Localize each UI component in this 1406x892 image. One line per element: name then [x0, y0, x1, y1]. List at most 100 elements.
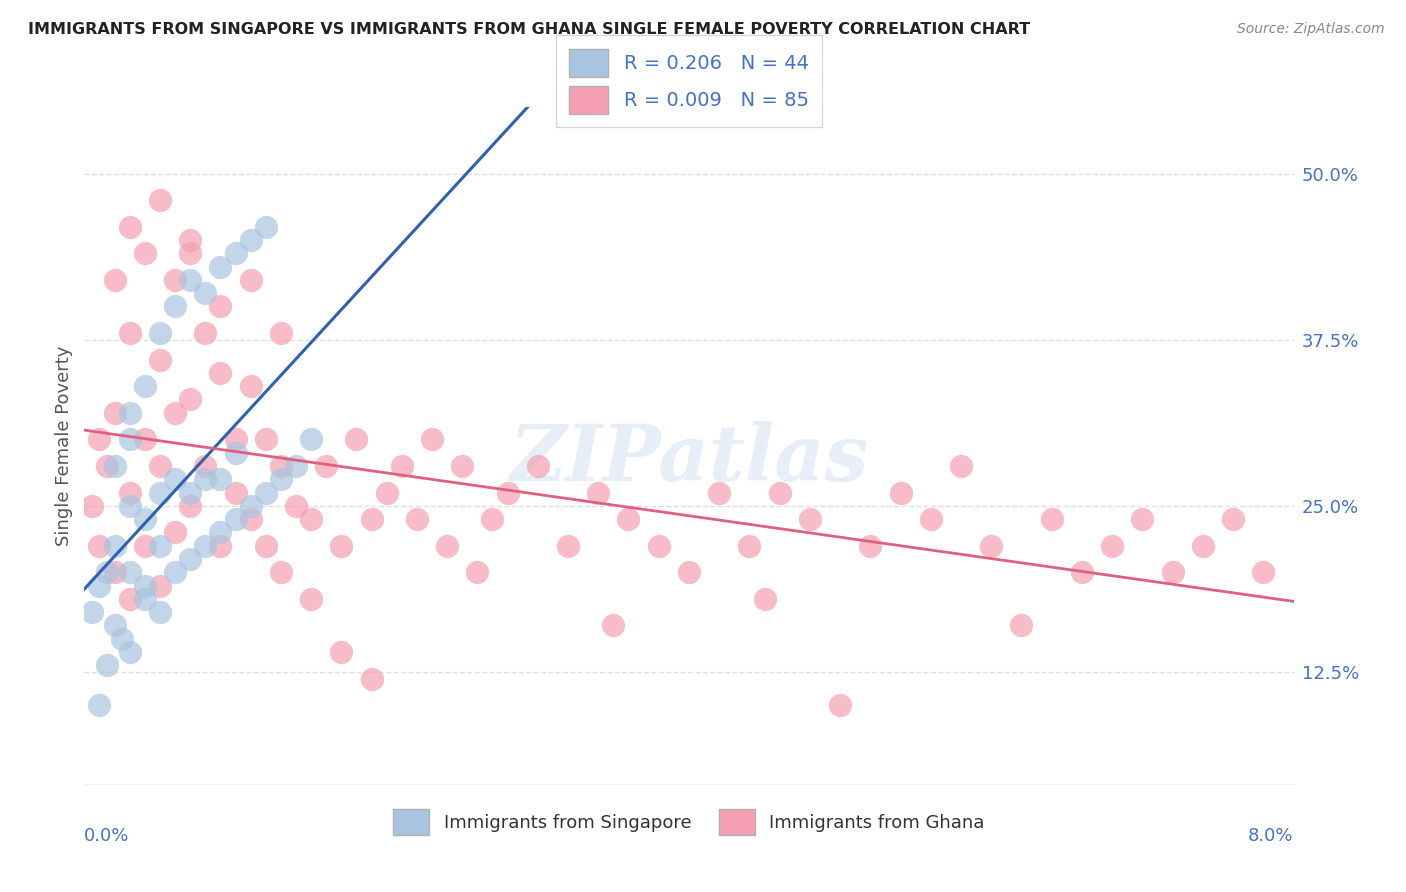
Point: [239, 379, 262, 393]
Point: [165, 406, 187, 420]
Point: [225, 433, 247, 447]
Point: [118, 566, 141, 580]
Point: [254, 219, 277, 234]
Point: [149, 539, 172, 553]
Point: [602, 618, 624, 632]
Point: [179, 499, 201, 513]
Point: [1011, 618, 1033, 632]
Point: [285, 499, 308, 513]
Point: [165, 273, 187, 287]
Point: [179, 246, 201, 260]
Point: [194, 539, 217, 553]
Point: [406, 512, 429, 526]
Point: [134, 246, 156, 260]
Point: [1101, 539, 1123, 553]
Point: [1222, 512, 1244, 526]
Point: [194, 286, 217, 301]
Point: [149, 458, 172, 473]
Point: [467, 566, 489, 580]
Point: [165, 525, 187, 540]
Point: [165, 472, 187, 486]
Point: [209, 260, 232, 274]
Point: [239, 273, 262, 287]
Point: [89, 539, 111, 553]
Point: [209, 300, 232, 314]
Point: [149, 193, 172, 207]
Point: [134, 591, 156, 606]
Point: [859, 539, 882, 553]
Point: [436, 539, 458, 553]
Point: [111, 632, 134, 646]
Point: [980, 539, 1002, 553]
Point: [890, 485, 912, 500]
Point: [239, 499, 262, 513]
Point: [1253, 566, 1275, 580]
Point: [89, 698, 111, 713]
Point: [360, 512, 382, 526]
Point: [225, 512, 247, 526]
Point: [346, 433, 368, 447]
Point: [118, 485, 141, 500]
Y-axis label: Single Female Poverty: Single Female Poverty: [55, 346, 73, 546]
Point: [527, 458, 550, 473]
Point: [588, 485, 610, 500]
Point: [225, 246, 247, 260]
Point: [165, 300, 187, 314]
Text: 0.0%: 0.0%: [84, 827, 129, 845]
Point: [118, 499, 141, 513]
Text: IMMIGRANTS FROM SINGAPORE VS IMMIGRANTS FROM GHANA SINGLE FEMALE POVERTY CORRELA: IMMIGRANTS FROM SINGAPORE VS IMMIGRANTS …: [28, 22, 1031, 37]
Point: [118, 645, 141, 659]
Point: [375, 485, 398, 500]
Point: [391, 458, 413, 473]
Point: [104, 406, 127, 420]
Point: [330, 539, 353, 553]
Point: [557, 539, 579, 553]
Text: Source: ZipAtlas.com: Source: ZipAtlas.com: [1237, 22, 1385, 37]
Point: [96, 658, 118, 673]
Point: [270, 566, 292, 580]
Point: [80, 499, 103, 513]
Point: [830, 698, 852, 713]
Point: [118, 433, 141, 447]
Point: [209, 472, 232, 486]
Point: [194, 326, 217, 340]
Point: [799, 512, 821, 526]
Text: 8.0%: 8.0%: [1249, 827, 1294, 845]
Point: [134, 433, 156, 447]
Point: [134, 512, 156, 526]
Point: [118, 406, 141, 420]
Point: [134, 379, 156, 393]
Point: [225, 485, 247, 500]
Point: [209, 539, 232, 553]
Point: [165, 566, 187, 580]
Point: [89, 433, 111, 447]
Point: [96, 566, 118, 580]
Point: [104, 566, 127, 580]
Point: [617, 512, 640, 526]
Point: [270, 326, 292, 340]
Point: [1071, 566, 1094, 580]
Point: [754, 591, 776, 606]
Point: [179, 233, 201, 247]
Point: [134, 539, 156, 553]
Point: [134, 578, 156, 592]
Point: [239, 512, 262, 526]
Point: [104, 618, 127, 632]
Point: [80, 605, 103, 619]
Point: [496, 485, 519, 500]
Point: [209, 366, 232, 380]
Point: [118, 326, 141, 340]
Point: [89, 578, 111, 592]
Point: [254, 433, 277, 447]
Point: [104, 539, 127, 553]
Point: [1040, 512, 1063, 526]
Point: [330, 645, 353, 659]
Point: [149, 352, 172, 367]
Point: [950, 458, 973, 473]
Point: [451, 458, 474, 473]
Point: [179, 485, 201, 500]
Point: [179, 273, 201, 287]
Point: [194, 458, 217, 473]
Point: [149, 485, 172, 500]
Text: ZIPatlas: ZIPatlas: [509, 421, 869, 498]
